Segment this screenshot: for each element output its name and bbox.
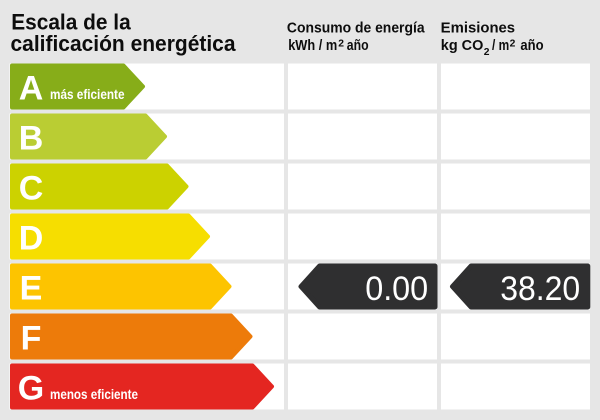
svg-text:año: año [520, 38, 543, 54]
svg-text:0.00: 0.00 [365, 270, 428, 308]
svg-text:38.20: 38.20 [500, 270, 580, 308]
svg-text:más eficiente: más eficiente [50, 86, 125, 102]
svg-text:Escala de la: Escala de la [11, 9, 131, 34]
svg-text:E: E [20, 270, 43, 308]
svg-text:D: D [19, 220, 44, 258]
svg-text:Emisiones: Emisiones [441, 21, 515, 37]
svg-text:2: 2 [338, 39, 344, 50]
svg-text:calificación energética: calificación energética [11, 31, 237, 56]
svg-text:año: año [347, 38, 369, 54]
svg-text:2: 2 [510, 39, 516, 50]
svg-text:kg CO: kg CO [441, 38, 484, 54]
svg-text:A: A [19, 70, 44, 108]
svg-text:Consumo de energía: Consumo de energía [287, 21, 426, 37]
svg-text:C: C [19, 170, 44, 208]
svg-text:G: G [18, 370, 44, 408]
svg-text:F: F [21, 320, 42, 358]
svg-text:menos eficiente: menos eficiente [50, 386, 138, 402]
svg-text:kWh / m: kWh / m [288, 38, 337, 54]
svg-text:2: 2 [484, 47, 490, 58]
svg-text:/ m: / m [492, 38, 509, 54]
svg-text:B: B [19, 120, 44, 158]
